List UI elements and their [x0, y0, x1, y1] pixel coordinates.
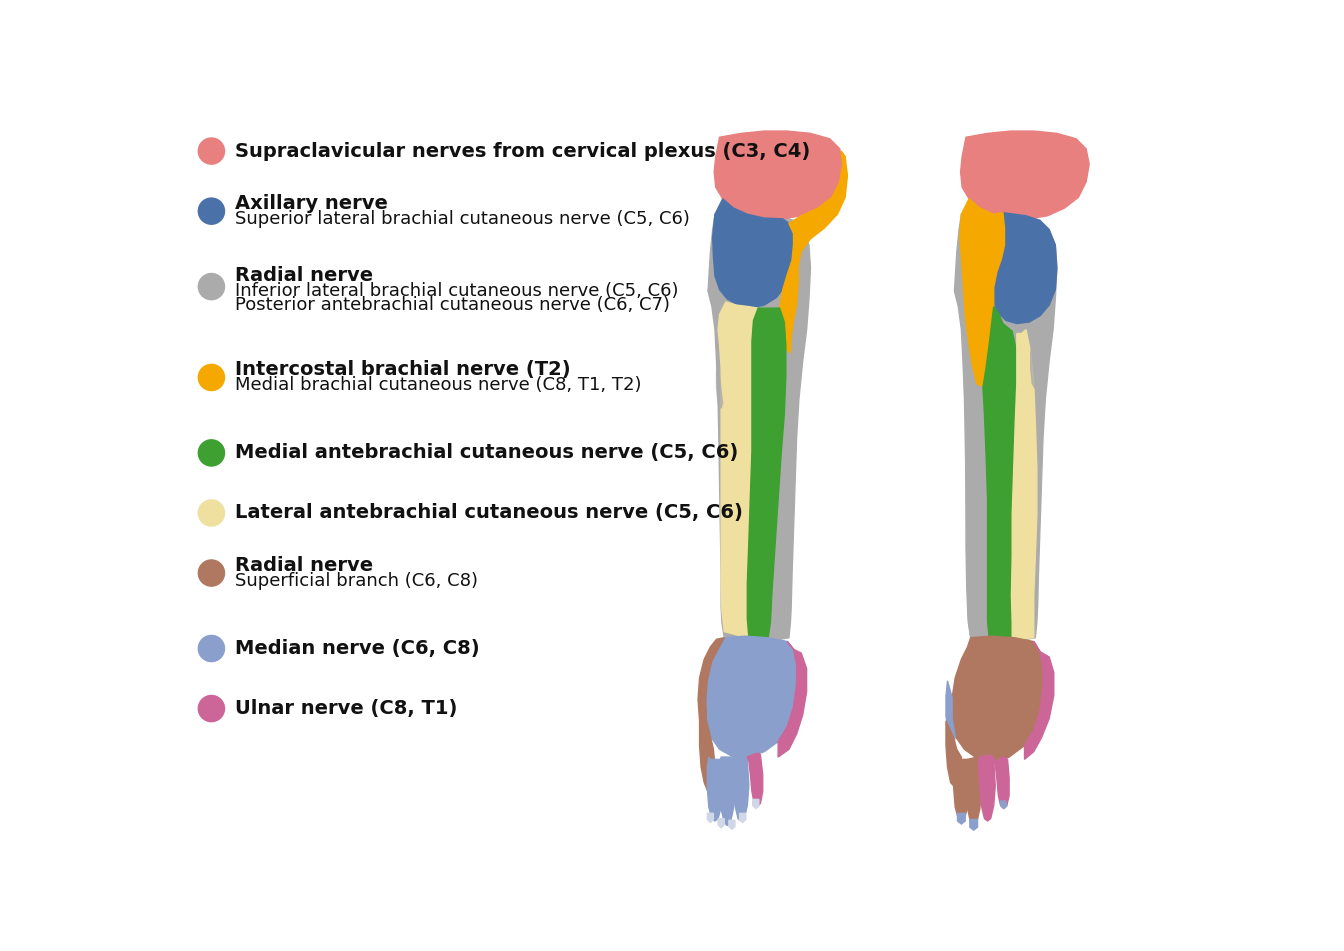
- Polygon shape: [706, 636, 797, 757]
- Text: Medial brachial cutaneous nerve (C8, T1, T2): Medial brachial cutaneous nerve (C8, T1,…: [234, 377, 641, 394]
- Polygon shape: [747, 753, 763, 807]
- Polygon shape: [982, 306, 1017, 639]
- Polygon shape: [966, 758, 981, 825]
- Text: Superior lateral brachial cutaneous nerve (C5, C6): Superior lateral brachial cutaneous nerv…: [234, 210, 689, 228]
- Polygon shape: [946, 681, 956, 746]
- Circle shape: [199, 500, 224, 526]
- Circle shape: [199, 439, 224, 466]
- Polygon shape: [718, 302, 758, 638]
- Text: Lateral antebrachial cutaneous nerve (C5, C6): Lateral antebrachial cutaneous nerve (C5…: [234, 503, 742, 522]
- Circle shape: [199, 364, 224, 391]
- Polygon shape: [1024, 642, 1054, 760]
- Text: Axillary nerve: Axillary nerve: [234, 194, 387, 213]
- Polygon shape: [1031, 338, 1043, 391]
- Polygon shape: [728, 820, 735, 829]
- Polygon shape: [954, 210, 1056, 642]
- Polygon shape: [708, 210, 810, 642]
- Text: Radial nerve: Radial nerve: [234, 266, 372, 285]
- Polygon shape: [712, 199, 796, 308]
- Polygon shape: [780, 151, 848, 353]
- Polygon shape: [753, 800, 759, 808]
- Polygon shape: [993, 213, 1056, 323]
- Polygon shape: [993, 757, 1009, 808]
- Polygon shape: [718, 819, 724, 828]
- Polygon shape: [965, 383, 988, 638]
- Circle shape: [199, 695, 224, 722]
- Polygon shape: [747, 308, 786, 639]
- Text: Median nerve (C6, C8): Median nerve (C6, C8): [234, 639, 478, 658]
- Circle shape: [199, 635, 224, 662]
- Polygon shape: [707, 813, 714, 823]
- Text: Inferior lateral brachial cutaneous nerve (C5, C6): Inferior lateral brachial cutaneous nerv…: [234, 282, 677, 301]
- Polygon shape: [1001, 801, 1007, 808]
- Polygon shape: [952, 636, 1043, 763]
- Polygon shape: [1012, 330, 1036, 639]
- Polygon shape: [961, 131, 1089, 219]
- Text: Superficial branch (C6, C8): Superficial branch (C6, C8): [234, 572, 477, 590]
- Polygon shape: [719, 757, 735, 825]
- Text: Medial antebrachial cutaneous nerve (C5, C6): Medial antebrachial cutaneous nerve (C5,…: [234, 443, 738, 462]
- Circle shape: [199, 560, 224, 586]
- Polygon shape: [970, 820, 977, 830]
- Polygon shape: [946, 721, 961, 787]
- Text: Intercostal brachial nerve (T2): Intercostal brachial nerve (T2): [234, 360, 570, 379]
- Circle shape: [199, 198, 224, 224]
- Text: Posterior antebrachial cutaneous nerve (C6, C7): Posterior antebrachial cutaneous nerve (…: [234, 296, 669, 314]
- Polygon shape: [954, 760, 969, 821]
- Text: Ulnar nerve (C8, T1): Ulnar nerve (C8, T1): [234, 699, 457, 718]
- Text: Radial nerve: Radial nerve: [234, 555, 372, 574]
- Polygon shape: [698, 638, 724, 746]
- Polygon shape: [778, 642, 806, 757]
- Polygon shape: [700, 721, 715, 790]
- Polygon shape: [716, 360, 723, 408]
- Text: Supraclavicular nerves from cervical plexus (C3, C4): Supraclavicular nerves from cervical ple…: [234, 142, 809, 161]
- Polygon shape: [978, 755, 996, 821]
- Polygon shape: [739, 813, 746, 823]
- Polygon shape: [957, 813, 965, 825]
- Circle shape: [199, 274, 224, 300]
- Polygon shape: [708, 210, 727, 391]
- Polygon shape: [960, 199, 1004, 387]
- Polygon shape: [1012, 330, 1039, 639]
- Circle shape: [199, 138, 224, 165]
- Polygon shape: [732, 755, 749, 821]
- Polygon shape: [707, 757, 723, 821]
- Polygon shape: [714, 131, 843, 219]
